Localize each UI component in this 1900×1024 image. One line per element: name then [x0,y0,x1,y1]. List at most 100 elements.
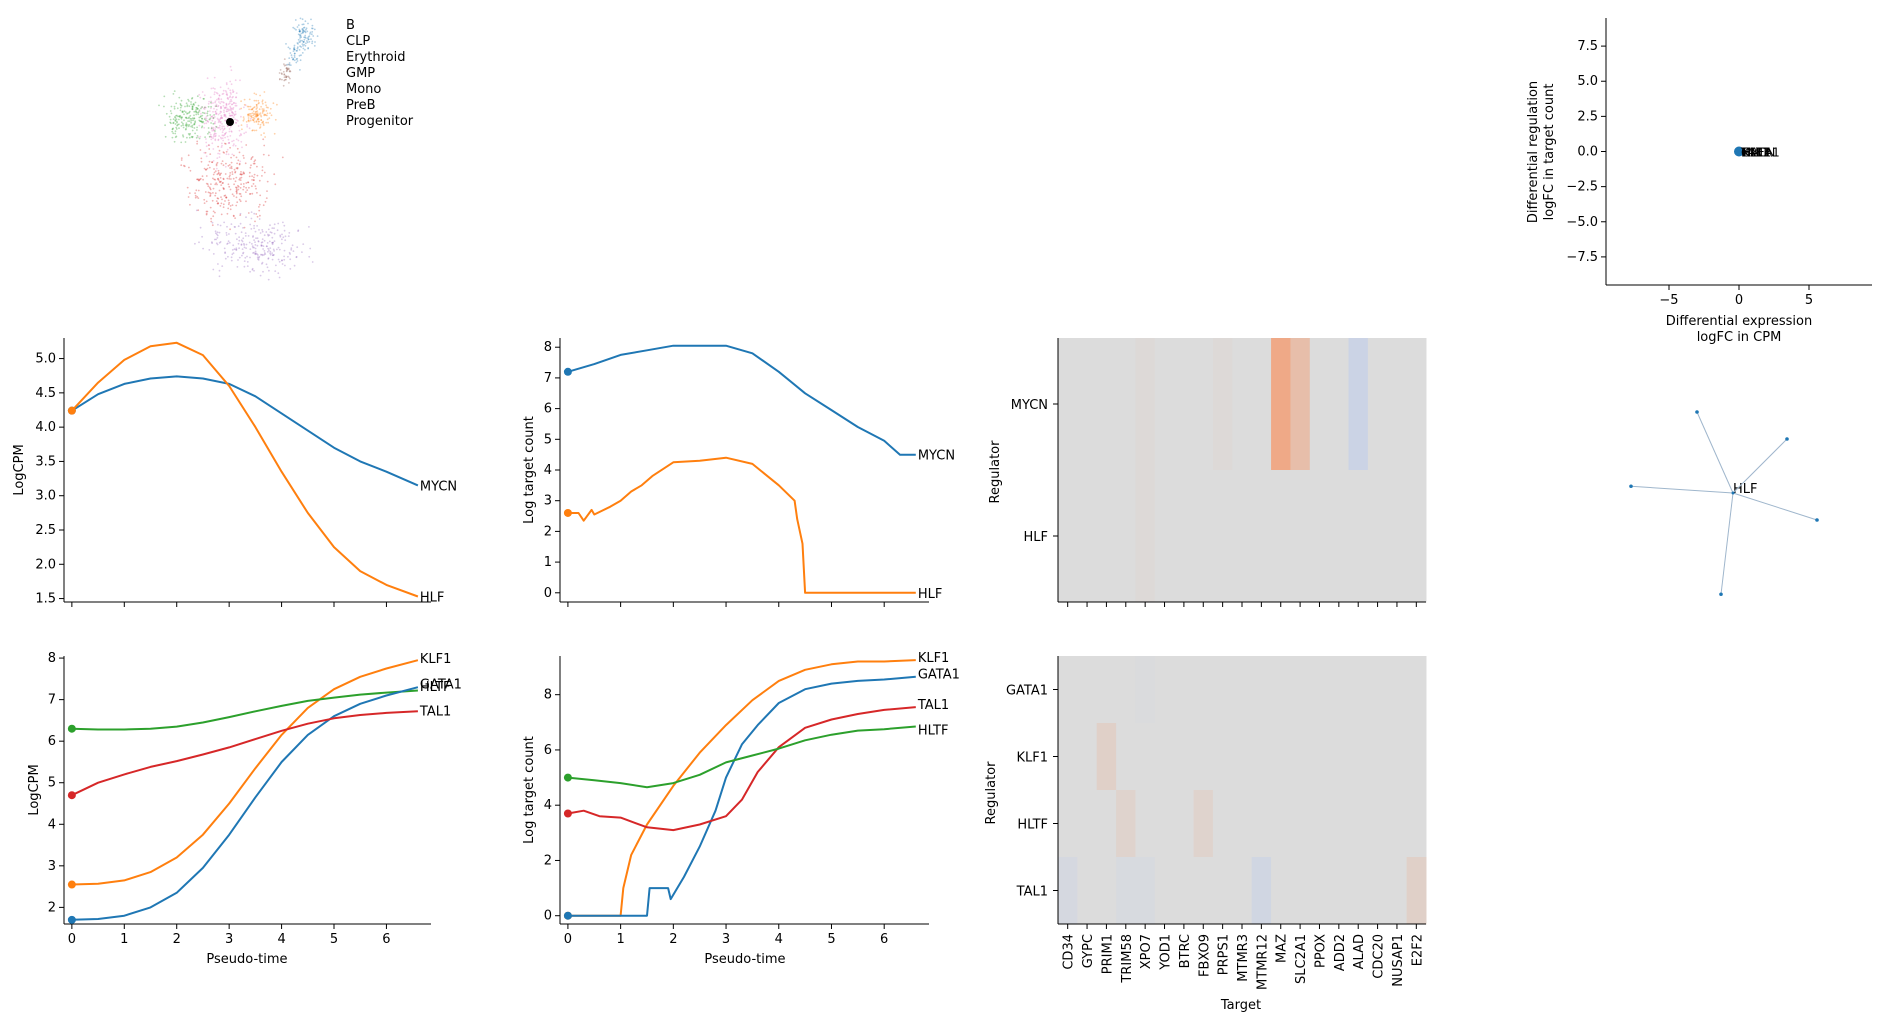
umap-cell [291,56,293,59]
umap-cell [225,150,228,153]
umap-cell [210,126,213,129]
umap-cell [311,27,313,30]
heat_bottom-cell [1290,723,1311,791]
umap-cell [202,247,205,250]
umap-cell [203,122,206,125]
umap-cell [285,70,288,73]
umap-cell [223,106,226,109]
umap-cell [235,176,238,179]
umap-cell [271,241,273,244]
umap-cell [230,165,233,168]
umap-cell [261,241,264,244]
umap-cell [263,114,266,117]
umap-cell [196,178,199,181]
umap-cell [219,118,222,120]
umap-cell [218,269,221,272]
umap-cell [293,52,296,55]
umap-cell [230,103,233,106]
umap-cell [217,113,220,116]
umap-cell [228,142,231,144]
heat_bottom-col-label-yod1: YOD1 [1159,934,1174,971]
umap-cell [189,132,192,135]
umap-cell [292,26,295,29]
umap-cell [210,127,213,130]
umap-cell [284,264,286,267]
umap-cell [246,105,249,108]
umap-cell [163,105,165,108]
umap-cell [223,111,225,113]
umap-cell [213,238,216,241]
umap-cell [287,67,290,70]
heat_bottom-cell [1367,656,1388,724]
umap-cell [216,161,219,164]
umap-cell [187,124,189,126]
count_bottom-xtick-label: 3 [722,932,730,947]
umap-cell [221,265,224,267]
umap-cell [282,221,284,224]
umap-cell [210,138,213,141]
heat_bottom-cell [1232,723,1253,791]
selected-cell-marker[interactable] [226,118,234,126]
umap-cell [252,246,254,249]
umap-cell [223,115,226,117]
umap-cell [241,146,243,149]
umap-cell [214,110,217,113]
umap-cell [202,178,205,181]
count_top-start-point-hlf [563,508,572,517]
umap-cell [255,99,258,102]
umap-cell [225,153,228,156]
umap-cell [188,110,191,113]
umap-cell [182,134,184,137]
heat_bottom-cell [1348,723,1369,791]
umap-cell [200,160,203,163]
umap-cell [234,110,237,113]
expr_bottom-start-point-tal1 [67,791,76,800]
umap-cell [251,118,254,121]
umap-cell [217,171,220,174]
umap-cell [302,41,305,43]
umap-cell [237,159,240,162]
umap-cell [284,78,286,81]
umap-cell [263,250,266,252]
expr_bottom-line-klf1 [71,659,419,886]
umap-cell [254,112,257,115]
umap-cell [174,136,177,139]
umap-cell [179,114,182,117]
count_bottom-ytick-label: 8 [544,688,552,703]
umap-cell [175,114,178,117]
umap-cell [299,30,301,33]
umap-cell [262,109,264,112]
diffreg-xtick-label: 0 [1735,293,1743,308]
umap-cell [255,93,258,96]
umap-cell [296,60,299,62]
umap-cell [210,115,213,118]
umap-cell [299,45,301,48]
umap-cell [232,214,235,217]
heat_top-cell [1251,338,1272,471]
umap-cell [235,188,238,191]
umap-cell [289,70,292,73]
umap-cell [210,87,213,90]
count_top-ytick-label: 6 [544,402,552,417]
umap-cell [260,119,263,121]
umap-cell [257,102,260,105]
umap-cell [232,106,235,109]
umap-cell [307,38,310,41]
heat_bottom-cell [1174,656,1195,724]
umap-cell [237,125,240,127]
expr_top-ytick-label: 2.0 [35,557,56,572]
umap-cell [224,200,226,202]
umap-cell [228,178,231,180]
umap-cell [197,136,200,139]
umap-cell [253,224,256,227]
umap-cell [224,132,227,135]
umap-cell [247,117,250,119]
umap-cell [271,236,274,239]
umap-cell [215,112,218,115]
umap-cell [268,240,271,243]
umap-cell [288,57,291,59]
umap-cell [266,242,269,244]
umap-cell [211,241,213,244]
umap-cell [251,129,254,132]
